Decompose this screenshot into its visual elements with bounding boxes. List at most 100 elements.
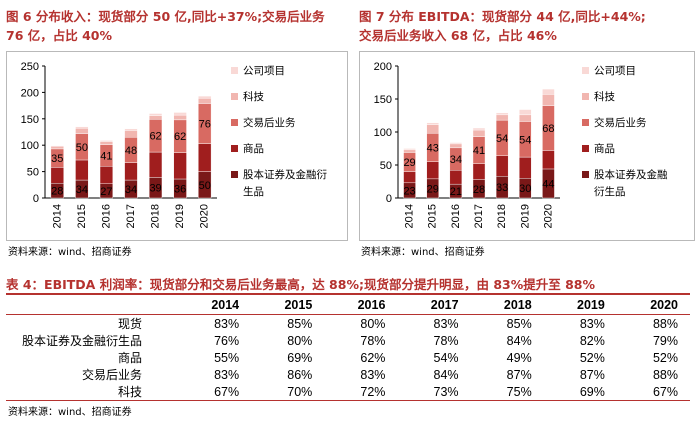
data-label: 34 — [450, 154, 462, 166]
data-label: 43 — [427, 143, 439, 155]
bar-segment — [124, 162, 138, 181]
bar-segment — [148, 113, 163, 116]
table-cell: 88% — [652, 367, 678, 382]
bar-segment — [519, 114, 532, 122]
figure7-ebitda-chart: 0 50 100 150 200 23 29 2014 29 43 2015 21 34 2016 28 41… — [374, 61, 668, 228]
data-label: 68 — [542, 123, 554, 135]
bar-segment — [50, 145, 64, 147]
table-row: 商品 55% 69% 62% 54% 49% 52% 52% — [6, 349, 690, 366]
x-tick-label: 2015 — [427, 204, 439, 228]
x-tick-label: 2014 — [51, 204, 63, 228]
table-cell: 69% — [543, 383, 617, 401]
x-tick-label: 2019 — [174, 204, 186, 228]
table-cell: 80% — [287, 333, 313, 348]
bar-segment — [148, 115, 163, 120]
data-label: 28 — [473, 184, 485, 196]
x-tick-label: 2014 — [404, 204, 416, 228]
y-tick-label: 100 — [374, 127, 392, 139]
data-label: 34 — [125, 184, 137, 196]
legend-label: 衍生品 — [594, 185, 626, 198]
table-header-row: 2014 2015 2016 2017 2018 2019 2020 — [6, 293, 690, 315]
y-tick-label: 150 — [21, 114, 39, 126]
y-tick-label: 100 — [21, 140, 39, 152]
bar-segment — [426, 124, 439, 134]
bar-segment — [472, 163, 486, 180]
table-row: 科技 67% 70% 72% 73% 75% 69% 67% — [6, 383, 690, 401]
bar-segment — [124, 128, 138, 131]
bar-segment — [519, 156, 532, 179]
figure7-chart-frame: 0 50 100 150 200 23 29 2014 29 43 2015 21 34 2016 28 41… — [359, 51, 695, 241]
bar-segment — [124, 130, 138, 138]
row-label: 现货 — [117, 317, 142, 331]
figure6-title-line2: 76 亿，占比 40% — [6, 28, 113, 43]
x-tick-label: 2015 — [76, 204, 88, 228]
table-cell: 73% — [397, 383, 471, 401]
table-cell: 72% — [324, 383, 398, 401]
table-cell: 55% — [214, 350, 240, 365]
bar-segment — [99, 141, 114, 145]
bar-segment — [75, 159, 89, 181]
bar-segment — [403, 171, 416, 184]
data-label: 28 — [51, 186, 63, 198]
data-label: 34 — [76, 184, 88, 196]
row-label: 股本证券及金融衍生品 — [21, 334, 142, 348]
bar-segment — [449, 142, 463, 145]
table-cell: 52% — [579, 350, 605, 365]
x-tick-label: 2016 — [450, 204, 462, 228]
bar-segment — [173, 114, 187, 121]
table-cell: 88% — [652, 316, 678, 331]
bar-segment — [75, 126, 89, 129]
data-label: 54 — [496, 133, 508, 145]
legend-label: 生品 — [243, 185, 264, 198]
figure6-chart-frame: 0 50 100 150 200 250 28 35 2014 34 50 2015 27 41 2016 3… — [6, 51, 348, 241]
bar-segment — [449, 170, 463, 185]
x-tick-label: 2019 — [519, 204, 531, 228]
table-cell: 85% — [287, 316, 313, 331]
legend-label: 股本证券及金融 — [594, 168, 668, 181]
table-row: 股本证券及金融衍生品 76% 80% 78% 78% 84% 82% 79% — [6, 332, 690, 349]
data-label: 35 — [51, 153, 63, 165]
bar-segment — [75, 128, 89, 134]
legend-label: 科技 — [594, 90, 615, 103]
bar-segment — [472, 127, 486, 131]
bar-segment — [198, 143, 212, 172]
data-label: 23 — [403, 185, 415, 197]
bar-segment — [173, 152, 187, 180]
data-label: 36 — [174, 183, 186, 195]
column-header: 2017 — [397, 293, 471, 315]
table-title: 表 4：EBITDA 利润率：现货部分和交易后业务最高，达 88%;现货部分提升… — [6, 277, 596, 292]
row-label: 科技 — [6, 383, 178, 401]
table-cell: 76% — [214, 333, 240, 348]
y-tick-label: 200 — [21, 87, 39, 99]
legend-label: 股本证券及金融衍 — [243, 168, 327, 181]
table-cell: 75% — [470, 383, 544, 401]
table-cell: 67% — [178, 383, 252, 401]
bar-segment — [403, 149, 416, 153]
figure7-title-line1: 图 7 分布 EBITDA：现货部分 44 亿,同比+44%; — [359, 9, 646, 24]
legend-swatch — [582, 145, 589, 152]
bar-segment — [495, 155, 509, 177]
column-header: 2018 — [470, 293, 544, 315]
ebitda-margin-table: 2014 2015 2016 2017 2018 2019 2020 现货 83… — [6, 293, 690, 401]
column-header: 2014 — [178, 293, 252, 315]
legend-swatch — [231, 145, 238, 152]
data-label: 48 — [125, 145, 137, 157]
x-tick-label: 2018 — [150, 204, 162, 228]
data-label: 39 — [149, 183, 161, 195]
figure7-source: 资料来源：wind、招商证券 — [361, 247, 485, 258]
data-label: 33 — [496, 182, 508, 194]
table-cell: 85% — [506, 316, 532, 331]
figure6-title-line1: 图 6 分布收入：现货部分 50 亿,同比+37%;交易后业务 — [6, 9, 325, 24]
legend-swatch — [582, 171, 589, 178]
column-header: 2015 — [251, 293, 325, 315]
y-tick-label: 150 — [374, 94, 392, 106]
legend-swatch — [582, 93, 589, 100]
figure7-title-line2: 交易后业务收入 68 亿，占比 46% — [359, 28, 557, 43]
bar-segment — [472, 129, 486, 137]
bar-segment — [173, 112, 187, 116]
bar-segment — [50, 146, 64, 150]
column-header: 2020 — [616, 293, 690, 315]
bar-segment — [403, 148, 416, 151]
x-tick-label: 2018 — [496, 204, 508, 228]
figure6-revenue-chart: 0 50 100 150 200 250 28 35 2014 34 50 2015 27 41 2016 3… — [21, 61, 328, 228]
